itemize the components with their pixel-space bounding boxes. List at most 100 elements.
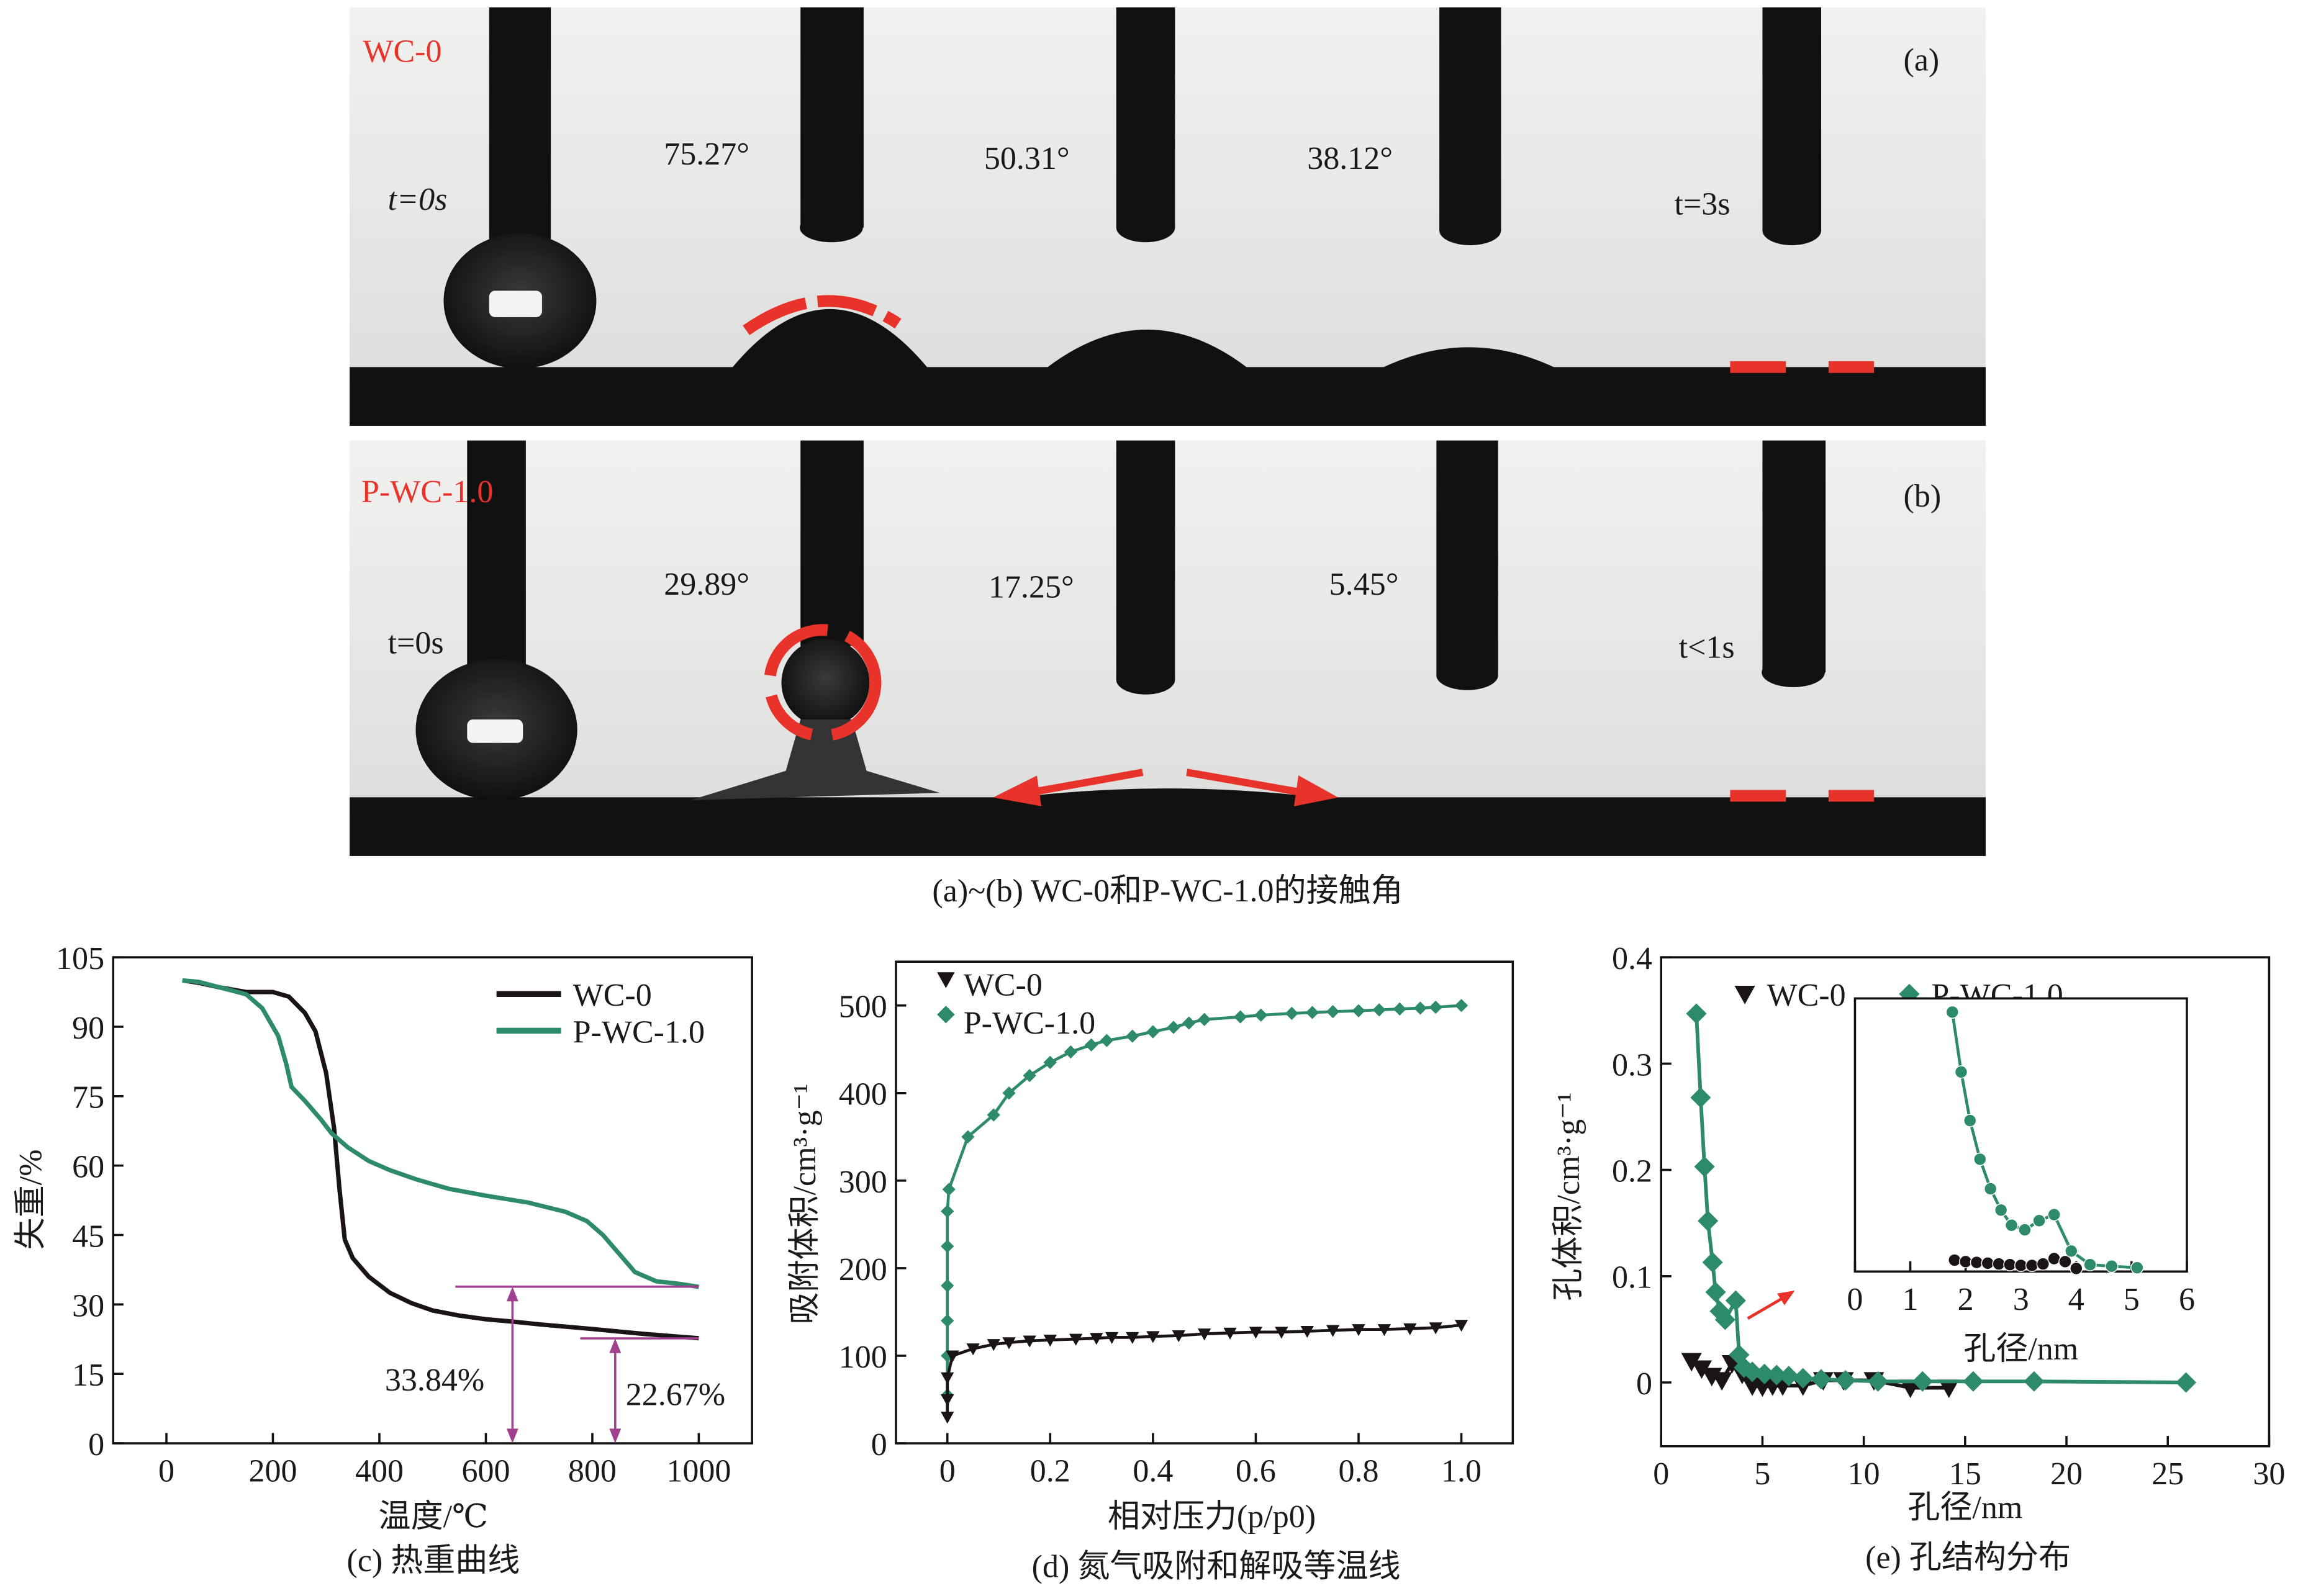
x-tick-label: 5	[2124, 1282, 2140, 1317]
data-point	[1690, 1087, 1711, 1108]
y-tick-label: 0.2	[1612, 1153, 1652, 1189]
x-tick-label: 6	[2179, 1282, 2195, 1317]
y-tick-label: 300	[839, 1165, 887, 1200]
angle-3: 38.12°	[1307, 141, 1393, 176]
angle-1: 29.89°	[664, 567, 749, 602]
data-point	[2018, 1223, 2032, 1237]
series-wc-0	[1948, 1251, 2083, 1276]
data-point	[987, 1339, 1000, 1351]
x-tick-label: 4	[2068, 1282, 2084, 1317]
data-point	[1285, 1006, 1299, 1021]
data-point	[1043, 1335, 1057, 1347]
data-point	[1954, 1065, 1968, 1079]
data-point	[1198, 1328, 1211, 1341]
data-point	[1981, 1256, 1994, 1270]
data-point	[1867, 1371, 1889, 1392]
x-tick-label: 3	[2013, 1282, 2029, 1317]
series-p-wc-1-0	[1945, 1005, 2144, 1274]
data-point	[1691, 1360, 1713, 1379]
data-point	[1778, 1366, 1799, 1387]
data-point	[1970, 1255, 1984, 1269]
data-point	[1963, 1114, 1977, 1127]
data-point	[1100, 1034, 1114, 1047]
data-point	[1069, 1333, 1083, 1346]
data-point	[961, 1130, 975, 1143]
angle-2: 17.25°	[989, 570, 1074, 605]
chart-caption: (e) 孔结构分布	[1865, 1540, 2071, 1576]
data-point	[1686, 1003, 1707, 1024]
data-point	[1105, 1332, 1119, 1344]
x-tick-label: 20	[2050, 1456, 2083, 1492]
data-point	[1146, 1331, 1160, 1343]
data-point	[1694, 1156, 1715, 1177]
x-tick-label: 5	[1754, 1456, 1770, 1492]
data-point	[1994, 1203, 2008, 1217]
data-point	[1300, 1325, 1314, 1338]
chart-caption: (d) 氮气吸附和解吸等温线	[1032, 1549, 1401, 1584]
panel-label: (b)	[1903, 479, 1941, 514]
data-point	[1084, 1038, 1098, 1052]
spreading-arrows	[993, 769, 1339, 806]
x-tick-label: 200	[248, 1454, 297, 1489]
data-point	[1734, 986, 1755, 1004]
data-point	[2058, 1255, 2072, 1269]
data-point	[1984, 1182, 1998, 1196]
data-point	[1326, 1325, 1340, 1337]
legend-label: P-WC-1.0	[964, 1006, 1095, 1041]
arrow-head-icon	[1777, 1291, 1795, 1305]
data-point	[1454, 999, 1468, 1012]
data-point	[1973, 1152, 1987, 1166]
data-point	[2047, 1251, 2061, 1266]
data-point	[1429, 1322, 1442, 1335]
y-tick-label: 400	[839, 1077, 887, 1112]
data-point	[2003, 1258, 2017, 1271]
data-point	[1305, 1006, 1319, 1019]
y-tick-label: 45	[72, 1219, 104, 1254]
data-point	[2176, 1372, 2197, 1393]
data-point	[1811, 1369, 1832, 1390]
data-point	[1714, 1309, 1735, 1330]
data-point	[1948, 1253, 1961, 1267]
data-point	[1393, 1002, 1406, 1016]
data-point	[1698, 1211, 1719, 1232]
y-axis-label: 孔体积/cm³·g⁻¹	[1551, 1093, 1586, 1301]
sample-label: P-WC-1.0	[361, 474, 493, 510]
data-point	[941, 1204, 954, 1218]
series-wc-0	[941, 1320, 1468, 1424]
contact-angle-photo-b: P-WC-1.0 (b) t=0s t<1s 29.89° 17.25° 5.4…	[350, 440, 1986, 856]
data-point	[2014, 1258, 2028, 1273]
y-tick-label: 0	[871, 1427, 887, 1463]
x-tick-label: 25	[2151, 1456, 2184, 1492]
data-point	[1793, 1368, 1814, 1389]
y-tick-label: 100	[839, 1340, 887, 1375]
x-tick-label: 1000	[666, 1454, 731, 1489]
arrow-head-icon	[506, 1286, 518, 1302]
data-point	[1002, 1337, 1016, 1350]
x-axis-label: 相对压力(p/p0)	[1108, 1499, 1316, 1535]
contact-angle-circle	[764, 624, 882, 742]
y-axis-label: 失重/%	[13, 1149, 48, 1250]
data-point	[1403, 1323, 1417, 1335]
data-point	[1352, 1004, 1365, 1017]
y-tick-label: 0	[1636, 1366, 1652, 1402]
data-point	[2032, 1214, 2046, 1228]
data-point	[1372, 1003, 1386, 1017]
data-point	[1754, 1363, 1775, 1384]
data-point	[2105, 1260, 2119, 1273]
data-point	[1182, 1016, 1196, 1030]
data-point	[2083, 1258, 2097, 1271]
data-point	[1126, 1029, 1139, 1043]
axes-frame	[895, 960, 1514, 1445]
data-point	[1023, 1335, 1036, 1348]
caption-ab: (a)~(b) WC-0和P-WC-1.0的接触角	[932, 873, 1403, 909]
x-tick-label: 600	[461, 1454, 510, 1489]
legend-label: WC-0	[1767, 978, 1846, 1013]
data-point	[941, 1240, 954, 1253]
x-tick-label: 0.2	[1030, 1454, 1070, 1489]
angle-2: 50.31°	[984, 141, 1070, 176]
x-tick-label: 1	[1903, 1282, 1919, 1317]
data-point	[941, 1279, 954, 1292]
data-point	[1766, 1364, 1787, 1386]
angle-1: 75.27°	[664, 137, 749, 172]
